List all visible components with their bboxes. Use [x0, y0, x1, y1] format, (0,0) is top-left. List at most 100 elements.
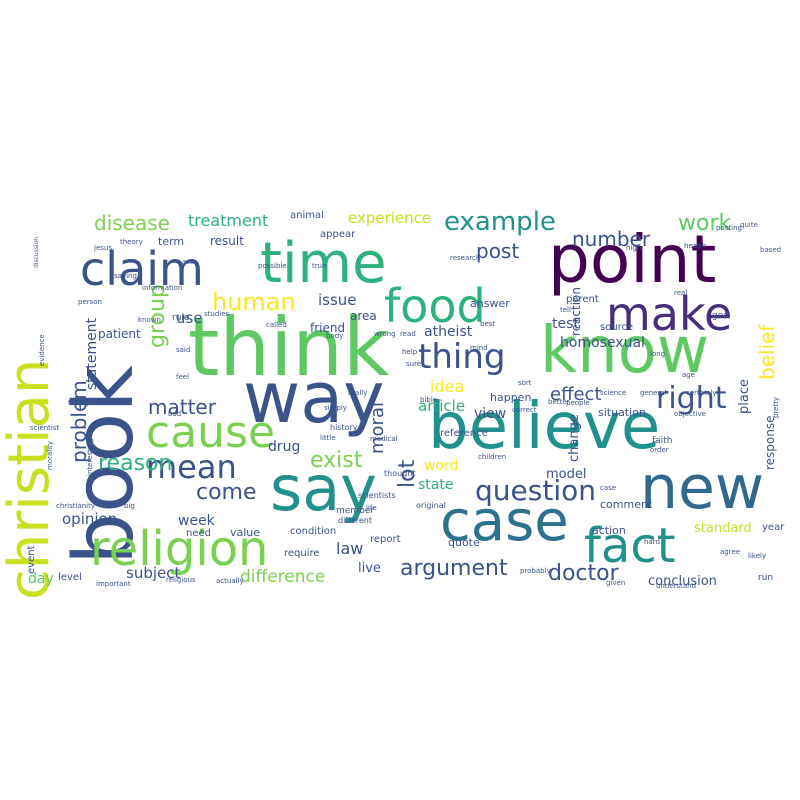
word-patient: patient	[98, 327, 141, 341]
word-group: group	[145, 284, 170, 348]
word-change: change	[567, 414, 582, 462]
word-treatment: treatment	[188, 211, 268, 230]
word-appear: appear	[320, 229, 356, 240]
word-time: time	[260, 231, 387, 296]
word-probably: probably	[520, 567, 551, 575]
word-studies: studies	[204, 310, 230, 318]
word-medical: medical	[370, 435, 398, 443]
word-condition: condition	[290, 526, 336, 537]
word-research: research	[450, 254, 480, 262]
word-feel: feel	[176, 373, 189, 381]
word-important: important	[96, 580, 131, 588]
word-use: use	[176, 309, 203, 327]
word-member: member	[336, 506, 374, 516]
word-bad: bad	[168, 410, 181, 418]
word-high: high	[626, 244, 641, 252]
word-hard: hard	[644, 538, 660, 546]
word-posting: posting	[716, 224, 742, 232]
word-original: original	[416, 501, 446, 510]
word-age: age	[682, 371, 695, 379]
word-claim: claim	[80, 242, 204, 296]
word-sort: sort	[518, 379, 532, 387]
word-come: come	[196, 480, 257, 505]
word-event: event	[26, 545, 37, 574]
word-given: given	[606, 579, 625, 587]
word-faith: faith	[652, 436, 672, 446]
word-response: response	[763, 415, 777, 470]
word-source: source	[600, 322, 633, 333]
word-wrong: wrong	[374, 330, 396, 338]
word-actually: actually	[216, 577, 244, 585]
word-run: run	[758, 573, 773, 583]
word-experience: experience	[348, 209, 431, 227]
word-interesting: interesting	[86, 438, 94, 476]
word-thought: thought	[384, 469, 415, 478]
word-day: day	[28, 571, 54, 587]
word-week: week	[178, 513, 216, 529]
word-mind: mind	[470, 344, 488, 352]
word-quote: quote	[448, 536, 480, 549]
word-mean: mean	[146, 448, 237, 486]
word-value: value	[230, 526, 260, 539]
word-moral: moral	[367, 402, 388, 454]
word-drug: drug	[268, 439, 300, 455]
word-long: long	[650, 350, 665, 358]
word-different: different	[338, 516, 372, 525]
word-point: point	[548, 221, 716, 298]
word-correct: correct	[512, 406, 537, 414]
word-best: best	[480, 320, 495, 328]
word-agree: agree	[720, 548, 740, 556]
word-state: state	[418, 477, 453, 493]
word-better: better	[548, 398, 570, 406]
word-conclusion: conclusion	[648, 574, 717, 589]
word-reason: reason	[98, 451, 172, 476]
word-new: new	[640, 453, 764, 523]
word-question: question	[475, 474, 596, 507]
word-science: science	[600, 389, 626, 397]
word-likely: likely	[748, 552, 766, 560]
word-christian: christian	[0, 359, 62, 600]
word-lot: lot	[395, 459, 420, 488]
word-saying: saying	[114, 272, 137, 280]
word-objective: objective	[674, 410, 706, 418]
word-life: life	[366, 504, 377, 512]
word-model: model	[546, 467, 586, 482]
word-friend: friend	[310, 321, 345, 335]
word-scientists: scientists	[358, 491, 396, 500]
word-order: order	[650, 446, 669, 454]
word-understand: understand	[656, 582, 696, 590]
word-make: make	[606, 287, 732, 341]
word-sure: sure	[406, 360, 421, 368]
word-human: human	[212, 288, 296, 316]
word-argument: argument	[400, 556, 508, 581]
word-issue: issue	[318, 291, 357, 309]
word-rule: rule	[172, 313, 190, 323]
word-read: read	[400, 330, 416, 338]
word-example: example	[444, 207, 556, 237]
word-act: act	[182, 258, 193, 266]
word-big: big	[124, 502, 135, 510]
word-result: result	[210, 234, 244, 248]
word-known: known	[138, 316, 161, 324]
word-fact: fact	[584, 518, 676, 574]
word-morality: morality	[46, 441, 54, 470]
word-little: little	[320, 434, 336, 442]
word-thing: thing	[418, 337, 505, 377]
word-religious: religious	[166, 576, 196, 584]
word-body: body	[326, 332, 343, 340]
word-said: said	[176, 346, 190, 354]
word-parent: parent	[566, 294, 599, 305]
word-post: post	[476, 239, 519, 263]
word-require: require	[284, 548, 320, 559]
word-problem: problem	[67, 380, 91, 463]
word-idea: idea	[430, 377, 464, 396]
word-information: information	[142, 284, 182, 292]
word-year: year	[762, 522, 785, 533]
word-level: level	[58, 572, 82, 583]
word-tell: tell	[560, 306, 571, 314]
word-help: help	[402, 348, 418, 356]
word-law: law	[336, 539, 363, 558]
word-trying: trying	[68, 399, 89, 407]
word-simply: simply	[324, 404, 347, 412]
word-people: people	[566, 399, 590, 407]
